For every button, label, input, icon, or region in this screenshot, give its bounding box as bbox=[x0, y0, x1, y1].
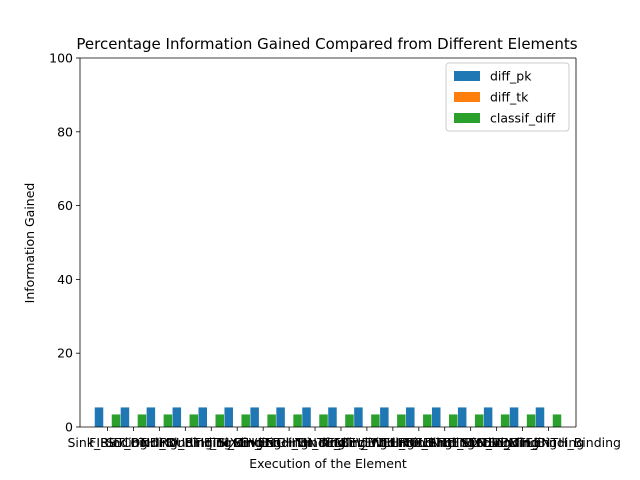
bar-diff_pk-4 bbox=[198, 407, 208, 427]
legend-swatch-diff_pk bbox=[454, 71, 480, 81]
x-tick-label-9: NINTH_Binding bbox=[295, 435, 388, 450]
bar-diff_pk-7 bbox=[276, 407, 285, 427]
x-tick-label-16: SIXTEENTH_Binding bbox=[461, 435, 584, 450]
bar-classif_diff-14 bbox=[474, 414, 484, 427]
legend-label-diff_pk: diff_pk bbox=[490, 69, 532, 84]
bar-diff_pk-3 bbox=[172, 407, 182, 427]
x-tick-label-4: FOURTH_Binding bbox=[159, 435, 263, 450]
legend-swatch-classif_diff bbox=[454, 113, 480, 123]
legend-label-diff_tk: diff_tk bbox=[490, 90, 529, 105]
bar-classif_diff-17 bbox=[552, 414, 562, 427]
bar-diff_pk-6 bbox=[250, 407, 259, 427]
x-tick-label-0: Sink_Binding bbox=[67, 435, 147, 450]
x-tick-label-13: THIRTEENTH_Binding bbox=[378, 435, 511, 450]
legend-label-classif_diff: classif_diff bbox=[490, 111, 556, 126]
bar-diff_pk-12 bbox=[406, 407, 415, 427]
bar-classif_diff-9 bbox=[345, 414, 354, 427]
x-tick-label-3: THIRD_Binding bbox=[138, 435, 232, 450]
y-tick-label-60: 60 bbox=[57, 198, 73, 213]
x-tick-label-14: FOURTEENTH_Binding bbox=[402, 435, 539, 450]
x-tick-label-1: FIRST_Binding bbox=[89, 435, 178, 450]
bar-diff_pk-17 bbox=[535, 407, 545, 427]
bar-diff_pk-9 bbox=[328, 407, 337, 427]
bar-diff_pk-0 bbox=[94, 407, 104, 427]
x-tick-label-15: FIFTEENTH_Binding bbox=[436, 435, 557, 450]
bar-classif_diff-1 bbox=[137, 414, 147, 427]
bar-classif_diff-15 bbox=[500, 414, 510, 427]
bar-diff_pk-14 bbox=[457, 407, 467, 427]
x-tick-label-7: SEVENTH_Binding bbox=[233, 435, 345, 450]
y-tick-label-40: 40 bbox=[57, 272, 73, 287]
bar-diff_pk-16 bbox=[509, 407, 519, 427]
bar-diff_pk-10 bbox=[354, 407, 363, 427]
y-tick-label-80: 80 bbox=[57, 124, 73, 139]
x-tick-label-10: TENTH_Binding bbox=[318, 435, 414, 450]
y-tick-label-0: 0 bbox=[65, 420, 73, 435]
legend: diff_pk diff_tk classif_diff bbox=[445, 62, 570, 132]
bar-classif_diff-10 bbox=[371, 414, 380, 427]
legend-swatch-diff_tk bbox=[454, 92, 480, 102]
bar-diff_pk-8 bbox=[302, 407, 311, 427]
bar-diff_pk-13 bbox=[431, 407, 441, 427]
bar-classif_diff-4 bbox=[215, 414, 225, 427]
bar-classif_diff-7 bbox=[293, 414, 302, 427]
x-tick-label-8: EIGHTH_Binding bbox=[264, 435, 365, 450]
bar-classif_diff-5 bbox=[241, 414, 250, 427]
bar-diff_pk-5 bbox=[224, 407, 233, 427]
bar-classif_diff-11 bbox=[397, 414, 406, 427]
x-axis-label: Execution of the Element bbox=[249, 456, 407, 471]
plot-area: 0 20 40 60 80 100 Sink_BindingFIRST_BindingSEC… bbox=[49, 51, 621, 451]
bar-classif_diff-3 bbox=[189, 414, 199, 427]
x-tick-label-6: SIXTH_Binding bbox=[218, 435, 309, 450]
bar-diff_pk-11 bbox=[380, 407, 389, 427]
x-tick-label-2: SECOND_Binding bbox=[106, 435, 213, 450]
bar-classif_diff-0 bbox=[111, 414, 121, 427]
x-tick-label-11: ELEVENTH_Binding bbox=[333, 435, 452, 450]
bar-classif_diff-8 bbox=[319, 414, 328, 427]
bar-classif_diff-6 bbox=[267, 414, 276, 427]
bar-diff_pk-1 bbox=[120, 407, 130, 427]
x-tick-label-5: FIFTH_Binding bbox=[193, 435, 281, 450]
y-tick-label-20: 20 bbox=[57, 346, 73, 361]
bar-classif_diff-2 bbox=[163, 414, 173, 427]
y-axis-label: Information Gained bbox=[22, 183, 37, 304]
y-tick-label-100: 100 bbox=[49, 51, 73, 66]
x-tick-label-17: SEVENTEENTH_Binding bbox=[476, 435, 621, 450]
chart-title: Percentage Information Gained Compared f… bbox=[76, 35, 577, 53]
bar-diff_pk-15 bbox=[483, 407, 493, 427]
bar-diff_pk-2 bbox=[146, 407, 156, 427]
bar-classif_diff-16 bbox=[526, 414, 536, 427]
bar-classif_diff-13 bbox=[448, 414, 458, 427]
bar-classif_diff-12 bbox=[423, 414, 432, 427]
x-tick-label-12: TWELFTH_Binding bbox=[362, 435, 475, 450]
